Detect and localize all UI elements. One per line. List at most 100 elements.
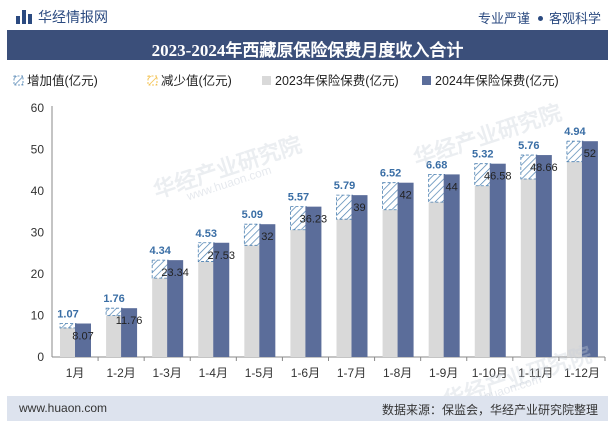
legend-label: 减少值(亿元) [161,73,232,88]
value-2024-label: 42 [399,190,411,202]
legend-label: 2023年保险保费(亿元) [275,73,399,88]
bar-2023 [106,315,123,357]
x-tick-label: 1-12月 [564,366,600,380]
bar-2023 [290,229,307,357]
y-tick-label: 60 [31,101,45,115]
y-tick-label: 0 [37,350,44,364]
value-2024-label: 52 [584,148,596,160]
x-tick-label: 1-8月 [383,366,412,380]
x-tick-label: 1-9月 [429,366,458,380]
y-tick-label: 40 [31,184,45,198]
x-tick-label: 1-4月 [199,366,228,380]
legend-swatch [262,76,271,85]
tagline: 专业严谨 客观科学 [478,8,601,27]
bar-2024 [581,141,598,357]
bar-2023 [198,261,215,357]
legend-swatch [13,75,24,86]
value-2024-label: 44 [446,181,458,193]
x-tick-label: 1-3月 [153,366,182,380]
legend: 增加值(亿元) 减少值(亿元) 2023年保险保费(亿元) 2024年保险保费(亿元) [13,73,559,88]
value-2024-label: 23.34 [161,267,189,279]
increase-value-label: 5.76 [518,140,539,152]
separator-dot-icon [537,16,543,22]
data-labels: 1.07 8.07 1.76 11.76 4.34 23.34 4.53 27.53 5.09 3… [57,126,596,342]
legend-label: 增加值(亿元) [27,73,98,88]
increase-value-label: 6.68 [426,159,447,171]
bar-2023 [244,245,261,357]
tagline-right: 客观科学 [548,11,601,26]
bar-2023 [382,209,399,357]
increase-value-label: 5.32 [472,149,493,161]
x-tick-label: 1-5月 [245,366,274,380]
bar-2023 [60,327,76,357]
bar-2023 [474,185,491,357]
x-tick-label: 1-6月 [291,366,320,380]
value-2024-label: 39 [353,202,365,214]
legend-swatch [422,76,431,85]
increase-value-label: 4.94 [564,126,586,138]
bar-2023 [428,202,445,357]
bar-2024 [121,308,138,357]
chart: 增加值(亿元) 减少值(亿元) 2023年保险保费(亿元) 2024年保险保费(亿元)… [13,73,606,380]
bar-2024 [259,224,276,357]
value-2024-label: 11.76 [116,315,143,327]
title-bar: 2023-2024年西藏原保险保费月度收入合计 [7,30,608,60]
bars [59,140,598,357]
y-tick-label: 10 [31,309,45,323]
increase-value-label: 5.79 [334,180,355,192]
chart-title: 2023-2024年西藏原保险保费月度收入合计 [151,41,464,60]
value-2024-label: 27.53 [207,250,235,262]
value-2024-label: 48.66 [530,162,558,174]
bar-2023 [336,219,353,357]
value-2024-label: 46.58 [484,171,512,183]
brand-name: 华经情报网 [38,9,108,25]
increase-value-label: 1.76 [103,293,124,305]
bar-2024 [351,195,368,357]
increase-value-label: 5.57 [288,192,309,204]
bar-increase [105,307,123,316]
axes: 0 10 20 30 40 50 60 1月 1-2月 1-3月 1-4月 1-5月 1-6月 1-7月 1… [31,101,606,380]
bar-2024 [75,323,91,357]
bar-increase [336,194,353,220]
legend-label: 2024年保险保费(亿元) [435,73,559,88]
tagline-left: 专业严谨 [477,11,530,26]
x-tick-label: 1-2月 [106,366,135,380]
bar-increase [566,140,584,163]
bar-chart-logo-icon [16,10,32,24]
website-link[interactable]: www.huaon.com [19,401,108,415]
bar-2024 [443,174,460,357]
bar-2024 [535,155,552,357]
increase-value-label: 4.53 [196,228,217,240]
x-tick-label: 1-11月 [518,366,553,380]
bar-2024 [213,242,230,357]
value-2024-label: 36.23 [300,214,328,226]
x-tick-label: 1-7月 [337,366,366,380]
bar-increase [243,223,261,246]
increase-value-label: 4.34 [149,245,171,257]
x-tick-label: 1月 [66,366,85,380]
bar-2023 [566,161,583,357]
bar-2023 [520,178,537,357]
brand[interactable]: 华经情报网 [16,7,108,27]
bar-2024 [489,163,506,357]
bar-2024 [305,206,322,357]
y-tick-label: 30 [31,226,45,240]
value-2024-label: 8.07 [72,331,93,343]
bar-2023 [152,278,169,357]
bar-increase [59,323,77,329]
increase-value-label: 1.07 [57,309,78,321]
value-2024-label: 32 [261,231,273,243]
data-source: 数据来源：保监会，华经产业研究院整理 [381,403,598,417]
legend-swatch [147,75,158,86]
increase-value-label: 6.52 [380,168,401,180]
top-bar: 华经情报网 专业严谨 客观科学 [0,0,615,30]
increase-value-label: 5.09 [242,209,263,221]
bar-increase [428,173,446,203]
footer: www.huaon.com 数据来源：保监会，华经产业研究院整理 [7,396,608,421]
x-tick-label: 1-10月 [472,366,508,380]
bar-2024 [397,182,414,357]
y-tick-label: 50 [31,143,45,157]
y-tick-label: 20 [31,267,45,281]
bar-increase [382,182,399,211]
bar-2024 [167,260,184,357]
